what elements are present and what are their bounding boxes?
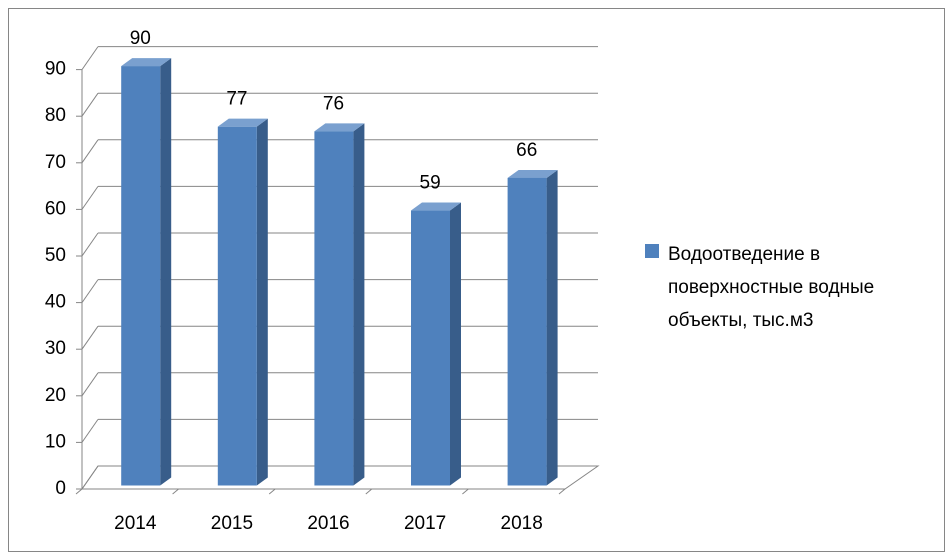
y-tick-label: 50: [45, 245, 66, 266]
grid-line: [81, 92, 99, 117]
x-tick-label: 2015: [211, 513, 253, 534]
x-tick-label: 2017: [404, 513, 446, 534]
bar-side: [546, 169, 558, 486]
y-tick-label: 60: [45, 198, 66, 219]
bar: [121, 66, 161, 486]
bar: [411, 210, 450, 486]
y-tick-label: 10: [45, 431, 66, 452]
grid-line: [81, 419, 99, 443]
bar-side: [160, 58, 172, 486]
grid-line: [81, 232, 99, 257]
bar-side: [256, 118, 268, 486]
y-tick-label: 90: [45, 59, 66, 80]
grid-line: [81, 186, 99, 210]
x-tick: [365, 488, 373, 495]
data-label: 76: [323, 93, 344, 114]
grid-line: [81, 139, 99, 164]
y-tick-label: 0: [55, 478, 66, 499]
bar-top: [507, 169, 558, 178]
bar-top: [217, 118, 268, 127]
x-tick: [462, 488, 469, 495]
x-tick: [558, 488, 566, 495]
legend-label: Водоотведение в поверхностные водные объ…: [668, 244, 875, 331]
data-label: 90: [130, 28, 151, 49]
x-tick: [172, 488, 179, 495]
y-tick-label: 70: [45, 152, 66, 173]
bar: [314, 131, 354, 486]
grid-line: [81, 46, 99, 70]
legend-swatch: [645, 244, 659, 258]
bar-top: [121, 58, 172, 67]
y-tick-label: 30: [45, 338, 66, 359]
y-tick-label: 80: [45, 105, 66, 126]
bar-top: [314, 123, 365, 132]
bar-top: [411, 202, 461, 211]
grid-line: [81, 279, 99, 303]
bar: [217, 126, 257, 486]
data-label: 59: [420, 173, 441, 194]
y-tick-label: 20: [45, 385, 66, 406]
bar: [507, 177, 547, 486]
x-tick: [75, 488, 83, 495]
x-tick-label: 2014: [114, 513, 157, 534]
y-tick-label: 40: [45, 292, 66, 313]
x-tick-label: 2018: [501, 513, 543, 534]
data-label: 66: [516, 140, 537, 161]
x-tick-label: 2016: [307, 513, 349, 534]
bar-side: [353, 123, 365, 486]
grid-line: [81, 372, 99, 397]
bar-side: [450, 202, 461, 486]
grid-line: [81, 465, 99, 490]
x-tick: [268, 488, 276, 495]
grid-line: [81, 325, 99, 350]
data-label: 77: [226, 89, 247, 110]
